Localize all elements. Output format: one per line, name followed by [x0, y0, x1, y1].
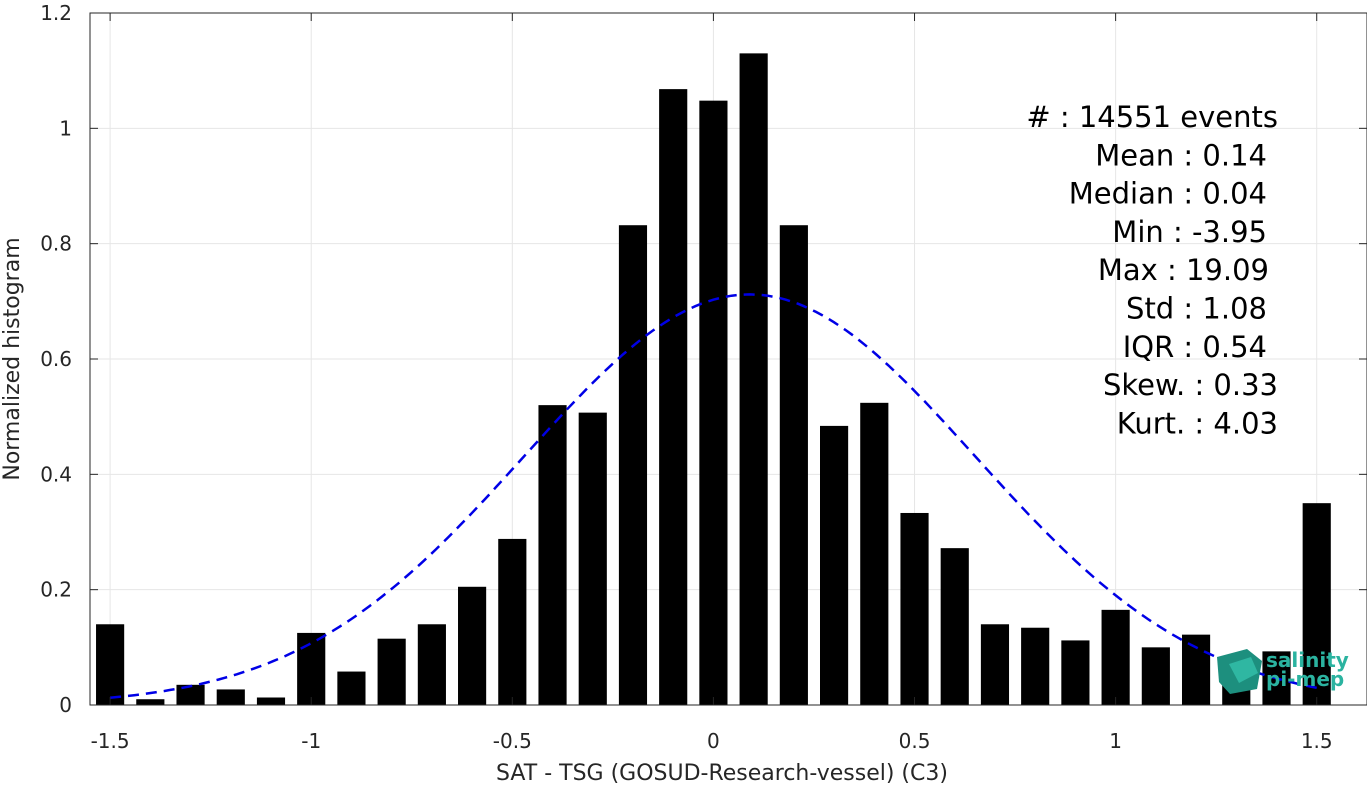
stats-line: IQR : 0.54: [1123, 330, 1267, 364]
y-axis-label: Normalized histogram: [0, 237, 25, 480]
histogram-bar-4: [256, 697, 286, 705]
x-tick-label: 0: [707, 729, 720, 753]
salinity-pimep-logo: salinity pi-mep: [1217, 648, 1349, 694]
histogram-bar-25: [1101, 609, 1130, 705]
stats-line: # : 14551 events: [1026, 100, 1278, 134]
histogram-bar-17: [779, 225, 808, 706]
histogram-bar-8: [417, 624, 446, 705]
histogram-bar-30: [1302, 503, 1331, 705]
histogram-bar-15: [699, 100, 728, 706]
histogram-bar-16: [739, 53, 768, 706]
x-tick-labels: -1.5 -1 -0.5 0 0.5 1 1.5: [91, 729, 1333, 753]
y-tick-label: 0.2: [40, 578, 72, 602]
histogram-bar-3: [216, 689, 245, 705]
x-tick-label: 0.5: [899, 729, 931, 753]
histogram-bar-5: [297, 632, 326, 705]
y-tick-label: 1.2: [40, 1, 72, 25]
histogram-bar-19: [860, 402, 889, 705]
histogram-bar-27: [1181, 634, 1211, 705]
statistics-annotation: # : 14551 events Mean : 0.14 Median : 0.04…: [1026, 100, 1278, 440]
stats-line: Min : -3.95: [1112, 215, 1267, 249]
x-tick-label: 1: [1109, 729, 1122, 753]
y-tick-label: 0: [59, 693, 72, 717]
histogram-bar-24: [1061, 640, 1090, 705]
x-axis-label: SAT - TSG (GOSUD-Research-vessel) (C3): [496, 761, 948, 785]
stats-line: Mean : 0.14: [1095, 138, 1267, 172]
x-tick-label: -1: [301, 729, 321, 753]
y-tick-label: 1: [59, 116, 72, 140]
histogram-bar-0: [96, 624, 125, 705]
x-tick-label: -1.5: [91, 729, 130, 753]
axis-ticks: [90, 12, 1367, 706]
gaussian-fit-curve: [109, 293, 1317, 699]
stats-line: Std : 1.08: [1126, 292, 1267, 326]
stats-line: Median : 0.04: [1069, 177, 1267, 211]
stats-line: Max : 19.09: [1098, 253, 1269, 287]
histogram-bars: [96, 53, 1331, 706]
histogram-bar-1: [136, 699, 165, 705]
histogram-bar-20: [900, 512, 929, 705]
histogram-bar-26: [1141, 647, 1170, 705]
histogram-bar-11: [538, 405, 567, 705]
logo-line-1: salinity: [1266, 648, 1349, 672]
histogram-bar-2: [176, 684, 205, 705]
histogram-bar-12: [578, 412, 607, 705]
histogram-bar-6: [337, 671, 366, 705]
stats-line: Kurt. : 4.03: [1117, 406, 1278, 440]
stats-line: Skew. : 0.33: [1103, 368, 1278, 402]
histogram-bar-14: [659, 89, 688, 706]
logo-line-2: pi-mep: [1266, 667, 1344, 691]
logo-cube-facet: [1229, 657, 1258, 683]
x-tick-label: 1.5: [1301, 729, 1333, 753]
histogram-bar-22: [980, 624, 1010, 705]
y-tick-label: 0.8: [40, 232, 72, 256]
y-tick-label: 0.6: [40, 347, 72, 371]
histogram-bar-23: [1021, 627, 1050, 705]
histogram-bar-10: [498, 538, 527, 705]
histogram-bar-21: [940, 548, 969, 705]
histogram-bar-18: [820, 425, 849, 705]
y-tick-label: 0.4: [40, 462, 72, 486]
x-tick-label: -0.5: [493, 729, 532, 753]
y-tick-labels: 0 0.2 0.4 0.6 0.8 1 1.2: [40, 1, 72, 717]
histogram-bar-7: [377, 638, 406, 705]
histogram-bar-9: [458, 586, 487, 705]
histogram-bar-13: [618, 225, 648, 706]
